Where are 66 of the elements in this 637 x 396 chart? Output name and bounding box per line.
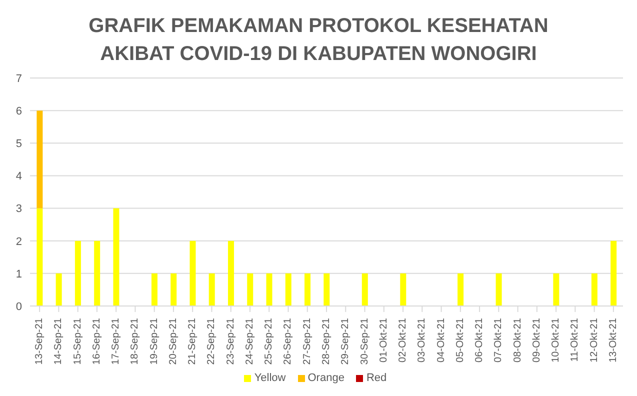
y-tick-label: 0	[16, 300, 22, 313]
y-tick-label: 2	[16, 236, 22, 248]
x-tick-label: 24-Sep-21	[244, 318, 256, 365]
x-tick-label: 03-Okt-21	[416, 318, 428, 362]
x-tick-label: 14-Sep-21	[53, 318, 64, 365]
bar	[266, 273, 272, 306]
chart-title: GRAFIK PEMAKAMAN PROTOKOL KESEHATAN AKIBAT COVID-19 DI KABUPATEN WONOGIRI	[88, 14, 550, 67]
x-tick-label: 04-Okt-21	[436, 318, 447, 362]
x-tick-label: 07-Okt-21	[493, 318, 504, 362]
bar	[190, 240, 196, 306]
x-tick-label: 25-Sep-21	[264, 318, 275, 365]
bar	[400, 273, 406, 306]
x-tick-label: 18-Sep-21	[130, 318, 141, 365]
x-tick-label: 02-Okt-21	[398, 318, 409, 362]
x-tick-label: 11-Okt-21	[570, 318, 581, 362]
x-tick-label: 15-Sep-21	[72, 318, 84, 365]
bar	[553, 273, 560, 306]
x-tick-label: 22-Sep-21	[206, 318, 218, 365]
bar	[324, 273, 330, 306]
x-tick-label: 06-Okt-21	[474, 318, 486, 362]
x-tick-label: 13-Sep-21	[34, 318, 46, 365]
bar	[113, 208, 120, 306]
x-tick-label: 10-Okt-21	[550, 318, 562, 362]
legend-label: Orange	[308, 372, 344, 384]
x-tick-label: 20-Sep-21	[168, 318, 179, 365]
bar	[170, 273, 177, 306]
bar	[36, 110, 43, 208]
legend-label: Yellow	[254, 372, 286, 384]
bar	[610, 240, 617, 306]
bar	[591, 273, 598, 306]
x-tick-label: 05-Okt-21	[454, 318, 466, 362]
bar	[228, 240, 234, 306]
x-tick-label: 23-Sep-21	[225, 318, 236, 365]
bar	[36, 208, 43, 306]
x-tick-label: 16-Sep-21	[91, 318, 102, 365]
bar	[247, 273, 254, 306]
bar	[94, 240, 100, 306]
bar	[458, 273, 464, 306]
x-tick-label: 01-Okt-21	[378, 318, 390, 362]
bar	[362, 273, 368, 306]
x-tick-label: 17-Sep-21	[110, 318, 122, 365]
y-tick-label: 6	[16, 105, 22, 118]
y-tick-label: 5	[16, 138, 22, 150]
x-tick-label: 13-Okt-21	[608, 318, 619, 362]
x-tick-label: 27-Sep-21	[302, 318, 313, 365]
bar	[56, 273, 62, 306]
x-tick-label: 26-Sep-21	[282, 318, 294, 365]
bar	[496, 273, 502, 306]
x-tick-label: 28-Sep-21	[321, 318, 332, 365]
x-tick-label: 12-Okt-21	[588, 318, 600, 362]
bar	[74, 240, 81, 306]
legend-label: Red	[366, 372, 387, 384]
y-tick-label: 3	[16, 203, 22, 216]
y-tick-label: 4	[16, 170, 22, 183]
x-tick-label: 29-Sep-21	[340, 318, 352, 365]
x-tick-label: 21-Sep-21	[187, 318, 198, 365]
x-tick-label: 08-Okt-21	[512, 318, 524, 362]
x-tick-label: 30-Sep-21	[359, 318, 370, 365]
bar	[304, 273, 310, 306]
x-tick-label: 09-Okt-21	[531, 318, 542, 362]
bar	[208, 273, 215, 306]
x-tick-label: 19-Sep-21	[148, 318, 160, 365]
y-tick-label: 7	[16, 72, 22, 85]
y-tick-label: 1	[16, 268, 22, 280]
bar	[151, 273, 158, 306]
bar	[285, 273, 292, 306]
